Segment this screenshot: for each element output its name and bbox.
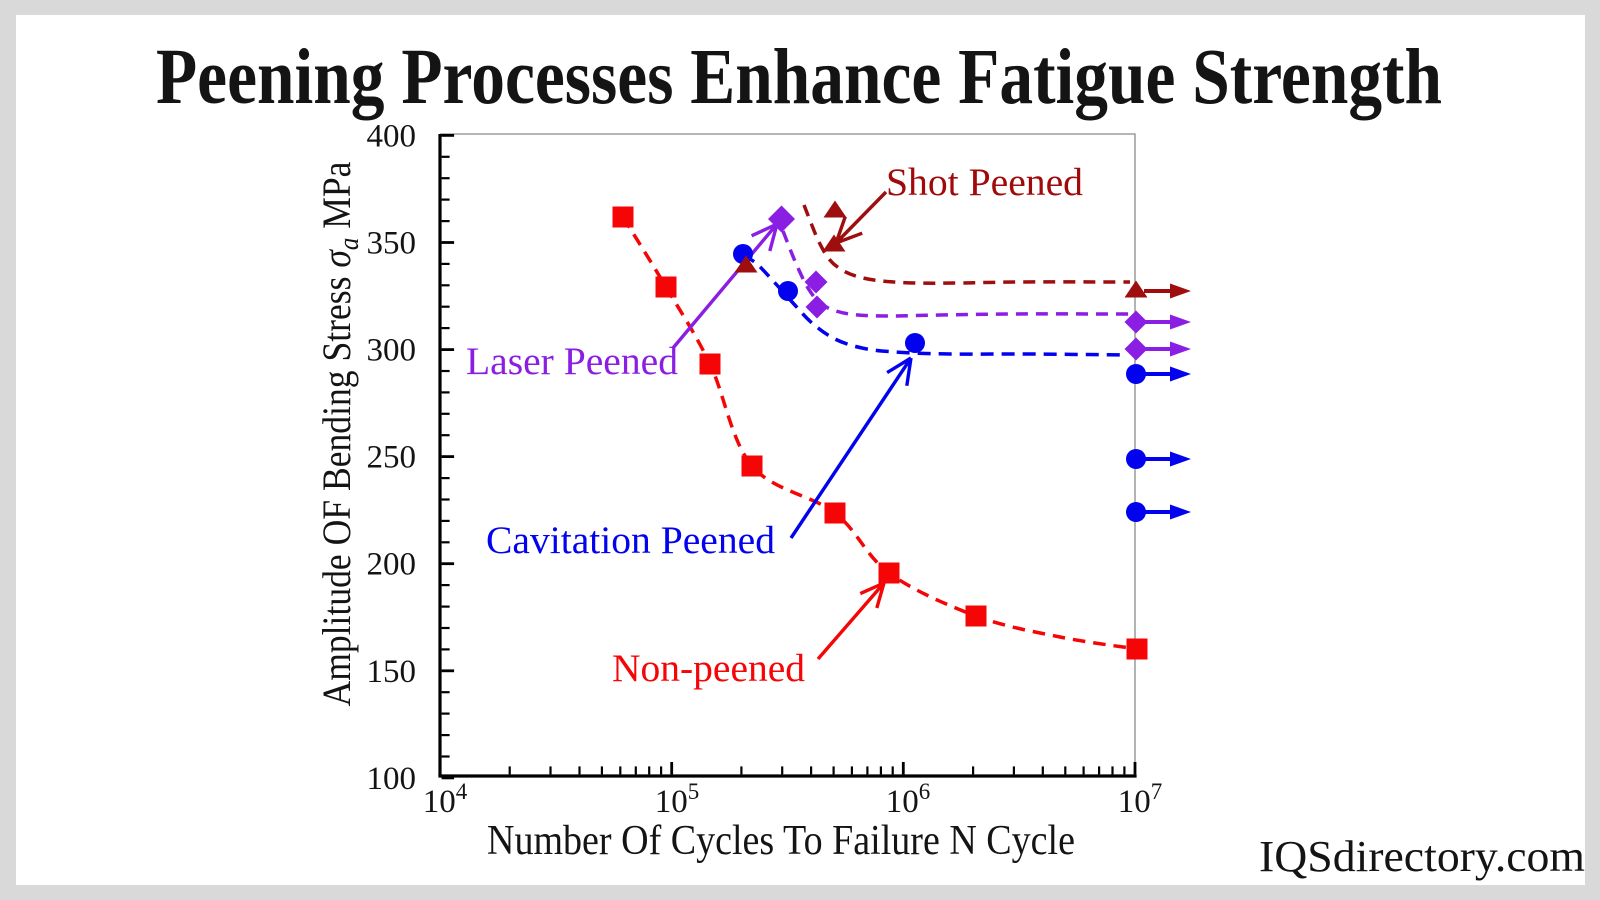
svg-text:Laser Peened: Laser Peened <box>466 340 679 383</box>
svg-text:250: 250 <box>367 440 417 476</box>
svg-text:IQSdirectory.com: IQSdirectory.com <box>1259 832 1585 881</box>
svg-text:350: 350 <box>367 226 417 262</box>
svg-text:Shot Peened: Shot Peened <box>886 161 1083 204</box>
svg-text:Cavitation Peened: Cavitation Peened <box>486 519 775 562</box>
svg-text:400: 400 <box>367 118 417 154</box>
svg-text:Amplitude OF Bending Stress σa: Amplitude OF Bending Stress σa MPa <box>314 161 365 706</box>
svg-text:200: 200 <box>367 547 417 583</box>
svg-text:150: 150 <box>367 654 417 690</box>
svg-text:300: 300 <box>367 333 417 369</box>
svg-text:Non-peened: Non-peened <box>612 647 805 690</box>
svg-text:100: 100 <box>367 761 417 797</box>
svg-text:Number Of Cycles To Failure N: Number Of Cycles To Failure N Cycle <box>487 818 1075 864</box>
svg-text:Peening Processes Enhance Fati: Peening Processes Enhance Fatigue Streng… <box>156 34 1442 121</box>
